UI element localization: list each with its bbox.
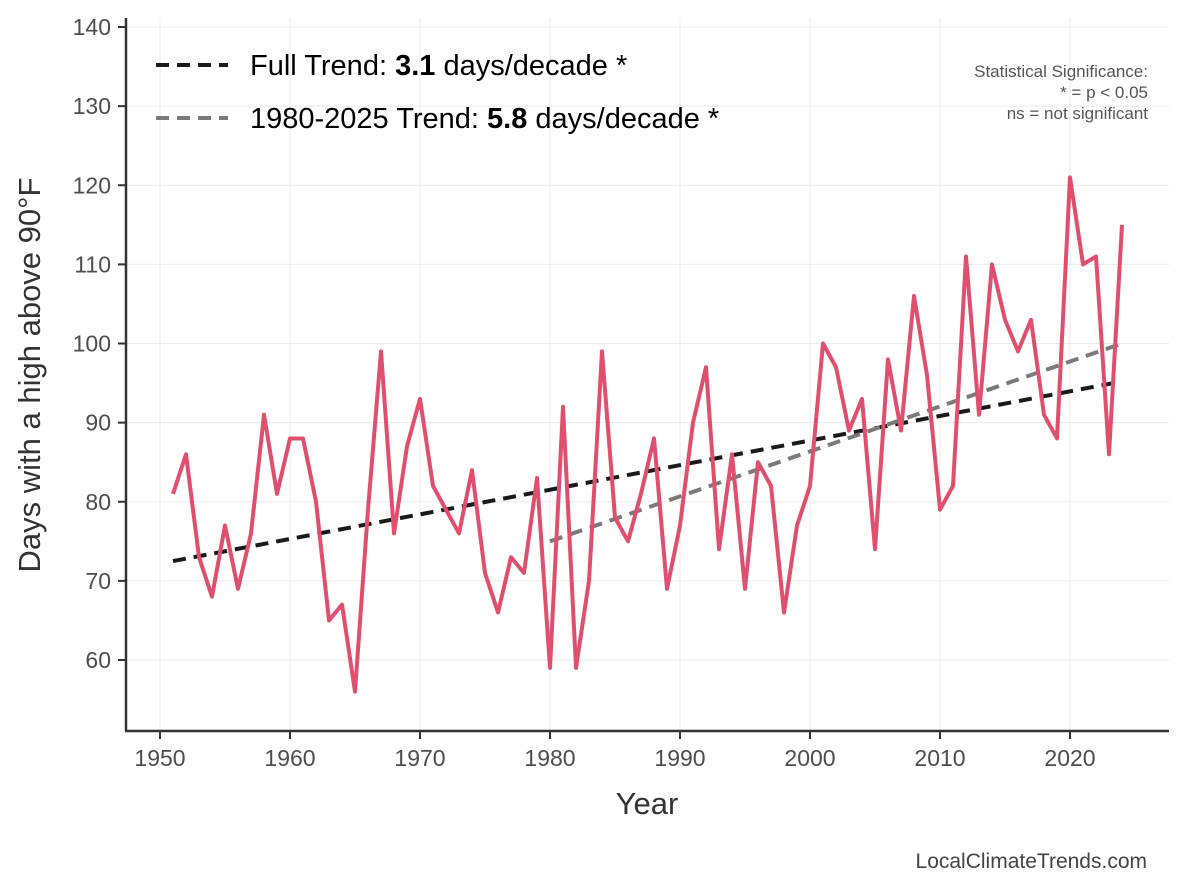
recent-trend-line <box>549 341 1123 544</box>
series-line <box>171 175 1124 694</box>
x-tick-label: 1950 <box>134 745 185 771</box>
significance-note: Statistical Significance: * = p < 0.05 n… <box>974 62 1148 123</box>
y-tick-label: 140 <box>73 14 111 40</box>
y-axis-label: Days with a high above 90°F <box>12 178 47 573</box>
x-tick-label: 1960 <box>264 745 315 771</box>
legend-label-1980: 1980-2025 Trend: 5.8 days/decade * <box>250 103 719 135</box>
x-ticks: 1950 1960 1970 1980 1990 2000 2010 2020 <box>134 731 1096 771</box>
x-axis-label: Year <box>616 786 679 821</box>
x-tick-label: 1980 <box>524 745 575 771</box>
significance-title: Statistical Significance: <box>974 62 1148 81</box>
y-tick-label: 70 <box>85 568 111 594</box>
significance-ns: ns = not significant <box>1007 104 1149 123</box>
grid <box>126 18 1169 731</box>
data-series <box>171 175 1124 694</box>
y-tick-label: 120 <box>73 172 111 198</box>
x-tick-label: 1970 <box>394 745 445 771</box>
source-credit: LocalClimateTrends.com <box>916 850 1147 873</box>
y-tick-label: 90 <box>85 410 111 436</box>
x-tick-label: 2000 <box>784 745 835 771</box>
y-tick-label: 100 <box>73 331 111 357</box>
y-tick-label: 60 <box>85 647 111 673</box>
legend-label-full: Full Trend: 3.1 days/decade * <box>250 50 627 82</box>
x-tick-label: 2010 <box>914 745 965 771</box>
significance-star: * = p < 0.05 <box>1060 83 1148 102</box>
legend: Full Trend: 3.1 days/decade * 1980-2025 … <box>156 50 719 135</box>
y-tick-label: 80 <box>85 489 111 515</box>
y-tick-label: 110 <box>74 251 111 277</box>
full-trend-line <box>172 379 1123 564</box>
x-tick-label: 1990 <box>654 745 705 771</box>
x-tick-label: 2020 <box>1044 745 1095 771</box>
y-ticks: 60 70 80 90 100 110 120 130 140 <box>73 14 126 673</box>
trend-lines <box>172 341 1123 564</box>
y-tick-label: 130 <box>73 93 111 119</box>
